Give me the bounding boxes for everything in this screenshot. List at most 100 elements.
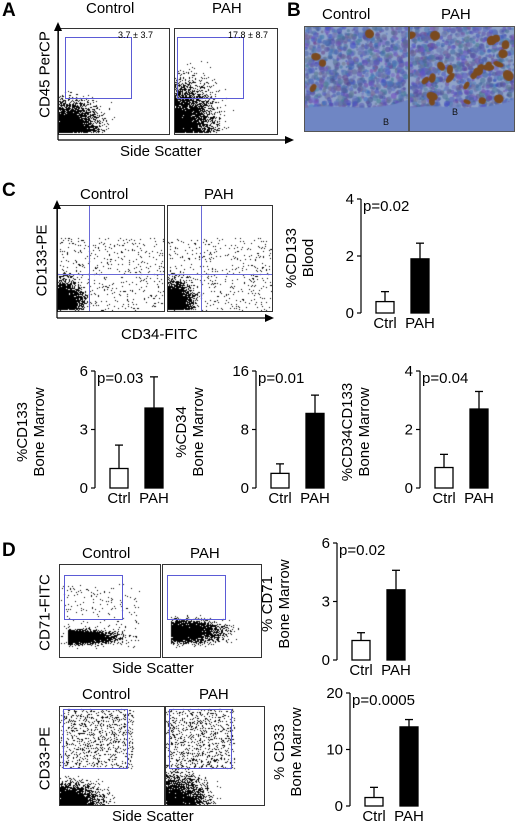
panel-a-axes — [54, 22, 294, 144]
panel-c-axes — [53, 200, 274, 322]
panel-a-y-arrow-icon — [54, 22, 62, 31]
panel-c-x-arrow-icon — [265, 314, 274, 322]
panel-a-control-title: Control — [86, 0, 135, 17]
chart-c-bm-cd34cd133-y-label: Bone Marrow — [356, 387, 373, 476]
chart-d-bm-cd33-category-label: Ctrl — [362, 808, 385, 825]
chart-d-bm-cd71-p-value: p=0.02 — [339, 542, 385, 559]
chart-d-bm-cd71-category-label: PAH — [381, 662, 411, 679]
chart-c-bm-cd34-tick-label: 16 — [232, 363, 249, 380]
chart-d-bm-cd71-y-label: Bone Marrow — [276, 559, 293, 648]
chart-d-bm-cd33-y-label: % CD33 — [271, 724, 288, 780]
panel-d-bottom-control-flow-plot — [59, 706, 165, 806]
chart-d-bm-cd33-y-label: Bone Marrow — [288, 707, 305, 796]
panel-c-y-arrow-icon — [53, 200, 61, 209]
chart-c-blood-cd133-category-label: Ctrl — [373, 315, 396, 332]
chart-d-bm-cd71-tick-label: 6 — [322, 535, 330, 552]
chart-c-bm-cd133-y-label: %CD133 — [14, 402, 31, 462]
panel-a-pah-value: 17.8 ± 8.7 — [228, 30, 268, 40]
chart-c-bm-cd133-bar-ctrl — [109, 467, 129, 489]
panel-c-pah-h-quadrant — [168, 274, 272, 275]
chart-c-blood-cd133-p-value: p=0.02 — [363, 198, 409, 215]
chart-c-bm-cd34-bar-pah — [305, 412, 325, 489]
chart-d-bm-cd33-bar-ctrl — [364, 796, 384, 807]
chart-c-bm-cd34-tick-label: 8 — [241, 422, 249, 439]
panel-d-top-control-gate — [64, 575, 123, 620]
chart-c-bm-cd133-y-label: Bone Marrow — [31, 387, 48, 476]
chart-c-bm-cd34-bar-ctrl — [270, 472, 290, 489]
panel-c-pah-title: PAH — [204, 186, 234, 203]
chart-c-bm-cd34-p-value: p=0.01 — [258, 370, 304, 387]
panel-a-control-scatter — [59, 29, 169, 134]
panel-d-top-x-label: Side Scatter — [112, 660, 194, 677]
chart-d-bm-cd71-tick-label: 3 — [322, 594, 330, 611]
panel-d-bottom-pah-flow-plot — [165, 706, 265, 806]
chart-d-bm-cd33-tick-label: 0 — [335, 798, 343, 815]
chart-c-bm-cd34-category-label: Ctrl — [268, 490, 291, 507]
panel-d-bottom-control-title: Control — [82, 686, 131, 703]
panel-label-d: D — [2, 540, 16, 561]
chart-c-bm-cd34-category-label: PAH — [300, 490, 330, 507]
panel-a-pah-scatter — [175, 29, 277, 134]
panel-d-top-control-title: Control — [82, 545, 131, 562]
chart-c-blood-cd133-bar-ctrl — [375, 300, 395, 314]
panel-c-pah-v-quadrant — [201, 206, 202, 311]
panel-c-pah-scatter — [168, 206, 272, 311]
chart-c-bm-cd133-p-value: p=0.03 — [97, 370, 143, 387]
chart-d-bm-cd71-y-label: % CD71 — [259, 576, 276, 632]
chart-d-bm-cd33-tick-label: 20 — [326, 685, 343, 702]
panel-c-control-v-quadrant — [89, 206, 90, 311]
panel-b-pah-bone-marker: B — [452, 107, 459, 117]
panel-label-b: B — [287, 0, 301, 21]
chart-c-bm-cd34cd133-category-label: PAH — [464, 490, 494, 507]
panel-label-c: C — [2, 180, 16, 201]
chart-c-blood-cd133-bar-pah — [410, 258, 430, 314]
chart-c-blood-cd133-tick-label: 0 — [346, 305, 354, 322]
panel-a-pah-gate — [177, 37, 244, 99]
panel-a-x-arrow-icon — [285, 136, 294, 144]
panel-b-control-title: Control — [322, 6, 371, 23]
panel-c-x-label: CD34-FITC — [121, 326, 198, 343]
chart-c-bm-cd34cd133-tick-label: 0 — [405, 480, 413, 497]
panel-d-top-control-scatter — [60, 565, 160, 657]
chart-c-bm-cd133-tick-label: 6 — [80, 363, 88, 380]
panel-c-pah-flow-plot — [167, 205, 273, 312]
panel-c-control-scatter — [58, 206, 164, 311]
chart-c-blood-cd133-y-label: Blood — [300, 239, 317, 277]
panel-d-bottom-x-label: Side Scatter — [112, 808, 194, 825]
chart-c-bm-cd34-tick-label: 0 — [241, 480, 249, 497]
chart-c-bm-cd34cd133-bar-ctrl — [434, 466, 454, 489]
chart-d-bm-cd71-bar-ctrl — [351, 639, 371, 661]
panel-d-bottom-pah-scatter — [166, 707, 264, 805]
chart-c-blood-cd133-y-label: %CD133 — [283, 228, 300, 288]
chart-c-bm-cd133-tick-label: 3 — [80, 422, 88, 439]
panel-d-top-pah-title: PAH — [190, 545, 220, 562]
chart-d-bm-cd33-bar-pah — [399, 726, 419, 807]
chart-c-bm-cd34cd133-tick-label: 2 — [405, 422, 413, 439]
panel-d-bottom-control-gate — [63, 709, 128, 769]
panel-b-control-bone-marker: B — [383, 117, 390, 127]
chart-d-bm-cd71-bar-pah — [386, 589, 406, 661]
panel-b-pah-tissue — [410, 27, 514, 131]
panel-c-control-flow-plot — [57, 205, 165, 312]
panel-b-pah-ihc-image: B — [409, 26, 515, 132]
chart-c-bm-cd34cd133-tick-label: 4 — [405, 363, 413, 380]
chart-c-blood-cd133-tick-label: 4 — [346, 191, 354, 208]
chart-c-blood-cd133-category-label: PAH — [405, 315, 435, 332]
panel-a-control-value: 3.7 ± 3.7 — [118, 30, 153, 40]
chart-d-bm-cd33-p-value: p=0.0005 — [352, 692, 415, 709]
chart-d-bm-cd71-category-label: Ctrl — [349, 662, 372, 679]
chart-c-bm-cd133-category-label: PAH — [139, 490, 169, 507]
panel-d-top-control-flow-plot — [59, 564, 161, 658]
panel-c-control-title: Control — [80, 186, 129, 203]
panel-a-control-gate — [65, 37, 132, 99]
panel-a-pah-title: PAH — [212, 0, 242, 17]
panel-a-control-flow-plot — [58, 28, 170, 135]
chart-c-bm-cd34cd133-y-label: %CD34CD133 — [339, 383, 356, 481]
chart-c-bm-cd34-y-label: %CD34 — [173, 406, 190, 458]
panel-b-control-tissue — [305, 27, 408, 131]
panel-d-bottom-pah-title: PAH — [199, 686, 229, 703]
panel-c-control-h-quadrant — [58, 274, 164, 275]
chart-c-bm-cd34cd133-bar-pah — [469, 408, 489, 489]
panel-label-a: A — [2, 0, 16, 21]
